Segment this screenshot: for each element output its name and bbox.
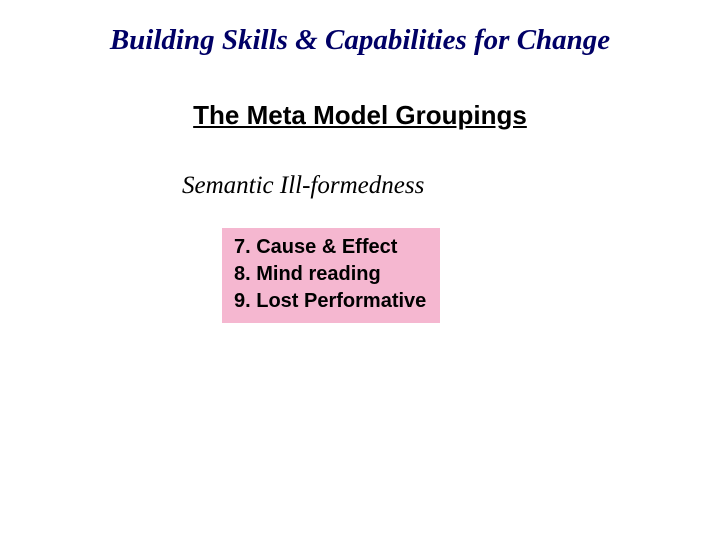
section-heading: Semantic Ill-formedness	[182, 172, 424, 200]
slide-title: Building Skills & Capabilities for Chang…	[0, 24, 720, 57]
list-item: 8. Mind reading	[234, 261, 426, 288]
list-item: 7. Cause & Effect	[234, 234, 426, 261]
slide-subtitle: The Meta Model Groupings	[0, 100, 720, 131]
list-item: 9. Lost Performative	[234, 288, 426, 315]
list-box: 7. Cause & Effect 8. Mind reading 9. Los…	[222, 228, 440, 323]
